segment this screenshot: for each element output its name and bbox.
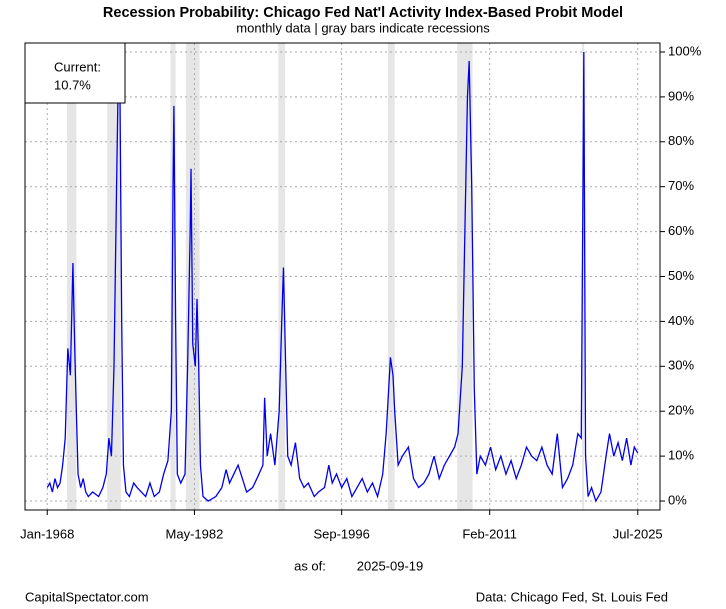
recession-bar: [170, 43, 176, 510]
y-tick-label: 20%: [668, 403, 694, 418]
y-tick-label: 10%: [668, 448, 694, 463]
y-tick-label: 0%: [668, 492, 687, 507]
chart-subtitle: monthly data | gray bars indicate recess…: [236, 20, 490, 35]
y-tick-label: 50%: [668, 268, 694, 283]
x-tick-label: Sep-1996: [313, 526, 369, 541]
current-label: Current:: [54, 59, 101, 74]
recession-bar: [185, 43, 200, 510]
y-tick-label: 60%: [668, 223, 694, 238]
plot-area: 0% 10% 20% 30% 40% 50% 60% 70% 80% 90% 100% Jan-196…: [20, 42, 702, 541]
y-tick-label: 80%: [668, 133, 694, 148]
y-tick-label: 100%: [668, 43, 702, 58]
as-of-label: as of:: [294, 558, 326, 573]
x-tick-label: Feb-2011: [462, 526, 517, 541]
y-tick-label: 30%: [668, 358, 694, 373]
y-tick-label: 70%: [668, 178, 694, 193]
y-tick-label: 40%: [668, 313, 694, 328]
current-value: 10.7%: [54, 77, 91, 92]
x-tick-label: Jan-1968: [20, 526, 74, 541]
chart-title: Recession Probability: Chicago Fed Nat'l…: [103, 5, 623, 21]
source-right: Data: Chicago Fed, St. Louis Fed: [476, 589, 668, 604]
x-tick-label: Jul-2025: [613, 526, 663, 541]
plot-frame: [24, 42, 661, 511]
as-of-date: 2025-09-19: [357, 558, 424, 573]
y-tick-label: 90%: [668, 88, 694, 103]
x-tick-label: May-1982: [166, 526, 224, 541]
source-left: CapitalSpectator.com: [25, 589, 149, 604]
recession-bar: [582, 43, 585, 510]
current-box: [24, 42, 126, 104]
